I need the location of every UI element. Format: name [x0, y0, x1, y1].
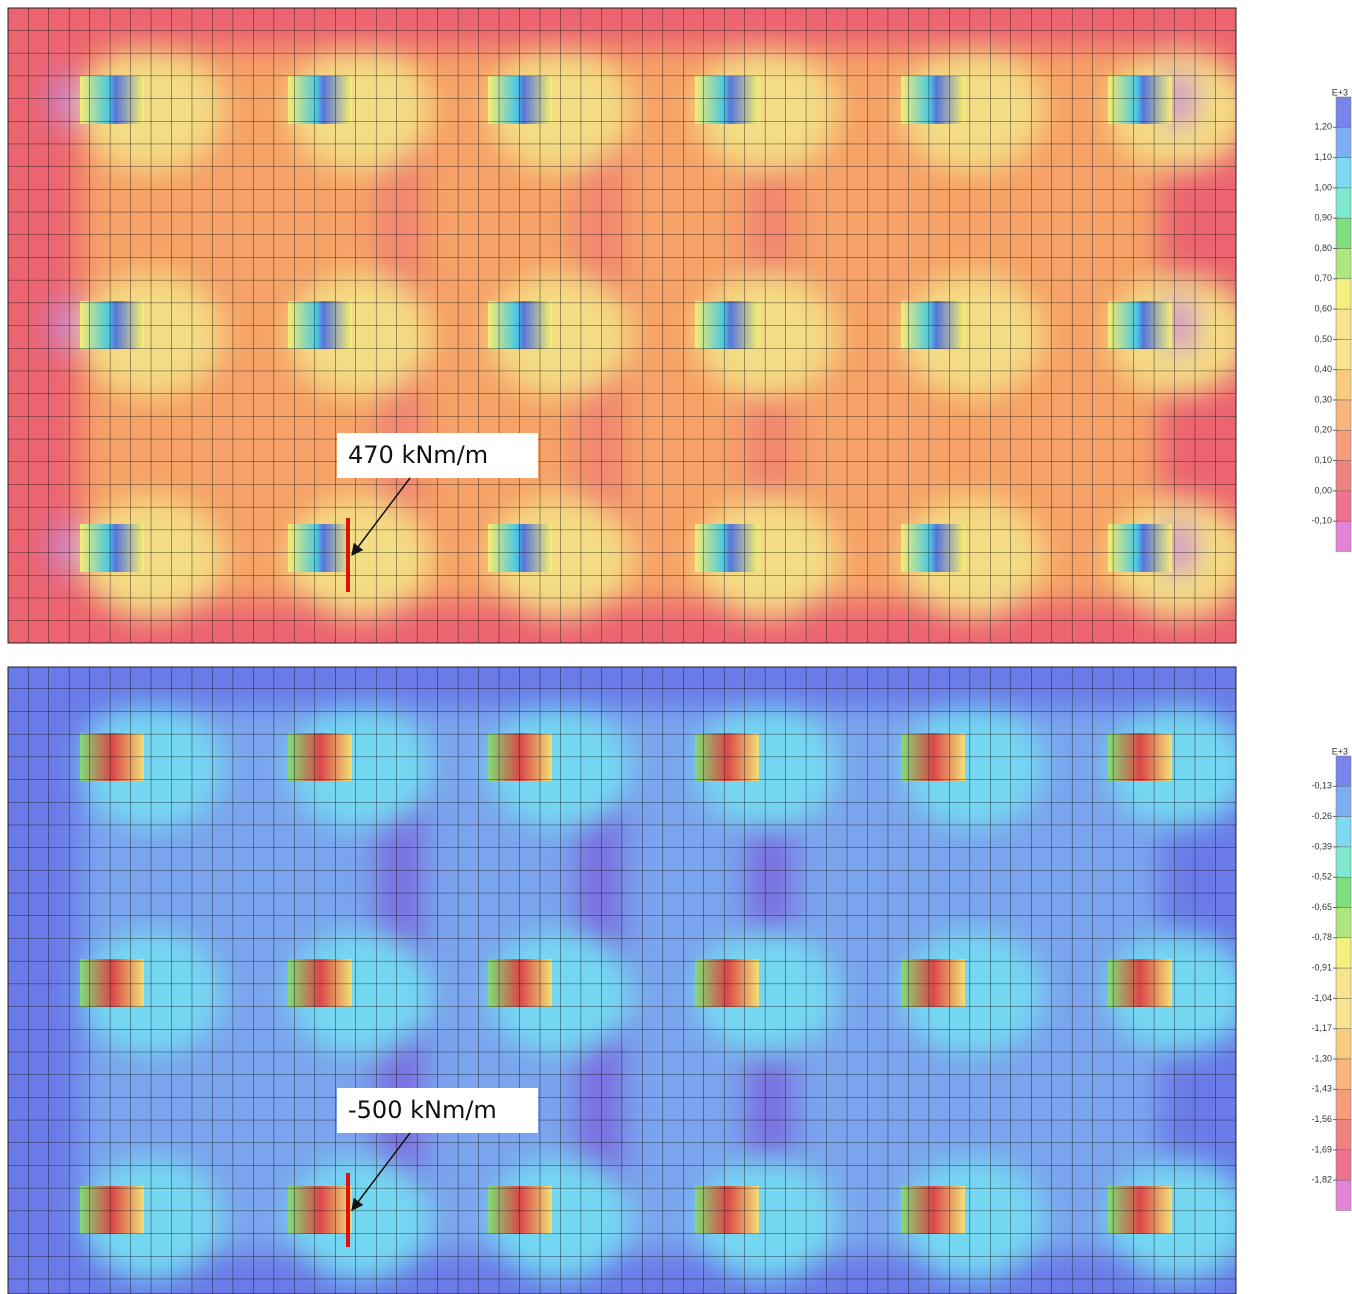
- legend-exponent: E+3: [1332, 87, 1348, 97]
- legend-swatch: [1335, 1058, 1352, 1090]
- contour-panel: [8, 667, 1236, 1294]
- legend-swatch: [1335, 399, 1352, 431]
- legend-swatch: [1335, 339, 1352, 370]
- legend-label: -0,26: [1311, 811, 1332, 821]
- legend-label: -1,69: [1311, 1144, 1332, 1154]
- legend-label: -0,52: [1311, 872, 1332, 882]
- legend-swatch: [1335, 937, 1352, 969]
- legend-swatch: [1335, 187, 1352, 219]
- legend-label: 0,20: [1314, 425, 1332, 435]
- legend-swatch: [1335, 967, 1352, 999]
- legend-swatch: [1335, 430, 1352, 461]
- legend-label: 0,30: [1314, 394, 1332, 404]
- leader: [351, 1132, 411, 1211]
- annotation-box: [337, 1088, 538, 1133]
- legend-label: 0,70: [1314, 273, 1332, 283]
- legend-swatch: [1335, 846, 1352, 878]
- legend-swatch: [1335, 1089, 1352, 1120]
- legend-swatch: [1335, 755, 1352, 787]
- legend-label: -1,82: [1311, 1175, 1332, 1185]
- mesh: [8, 8, 1236, 643]
- legend-swatch: [1335, 907, 1352, 939]
- legend-label: -1,17: [1311, 1023, 1332, 1033]
- legend-label: -0,91: [1311, 962, 1332, 972]
- legend-label: 0,60: [1314, 303, 1332, 313]
- legend-swatch: [1335, 490, 1352, 522]
- legend-swatch: [1335, 308, 1352, 340]
- legend-swatch: [1335, 520, 1352, 552]
- legend-label: 1,20: [1314, 122, 1332, 132]
- frame: [7, 666, 1237, 1294]
- legend-label: -1,30: [1311, 1053, 1332, 1063]
- legend-swatch: [1335, 1028, 1352, 1060]
- legend-swatch: [1335, 460, 1352, 492]
- legend-swatch: [1335, 786, 1352, 817]
- legend-swatch: [1335, 157, 1352, 189]
- legend-swatch: [1335, 998, 1352, 1029]
- legend-swatch: [1335, 278, 1352, 310]
- leader: [351, 477, 411, 556]
- legend-swatch: [1335, 248, 1352, 280]
- legend-label: -1,56: [1311, 1114, 1332, 1124]
- legend-swatch: [1335, 96, 1352, 128]
- legend-label: -0,65: [1311, 902, 1332, 912]
- legend-label: 0,50: [1314, 334, 1332, 344]
- legend-label: 0,00: [1314, 485, 1332, 495]
- mesh: [8, 667, 1236, 1294]
- legend-exponent: E+3: [1332, 746, 1348, 756]
- annotation: 470 kNm/m: [348, 441, 488, 469]
- legend-label: -1,04: [1311, 993, 1332, 1003]
- annotation: -500 kNm/m: [348, 1096, 497, 1124]
- legend-label: -0,39: [1311, 841, 1332, 851]
- legend-label: 1,10: [1314, 152, 1332, 162]
- legend-label: -0,10: [1311, 516, 1332, 526]
- legend-swatch: [1335, 816, 1352, 848]
- legend-label: 0,40: [1314, 364, 1332, 374]
- annotation-box: [337, 433, 538, 478]
- legend-swatch: [1335, 876, 1352, 908]
- legend-swatch: [1335, 1119, 1352, 1151]
- legend-swatch: [1335, 127, 1352, 158]
- legend-label: 1,00: [1314, 182, 1332, 192]
- frame: [7, 7, 1237, 644]
- legend-swatch: [1335, 217, 1352, 249]
- legend-label: -1,43: [1311, 1084, 1332, 1094]
- legend-label: -0,13: [1311, 781, 1332, 791]
- legend-swatch: [1335, 1149, 1352, 1181]
- legend-label: -0,78: [1311, 932, 1332, 942]
- legend-swatch: [1335, 369, 1352, 401]
- legend-label: 0,90: [1314, 213, 1332, 223]
- legend-label: 0,10: [1314, 455, 1332, 465]
- legend-swatch: [1335, 1179, 1352, 1211]
- contour-panel: [8, 8, 1236, 643]
- legend-label: 0,80: [1314, 243, 1332, 253]
